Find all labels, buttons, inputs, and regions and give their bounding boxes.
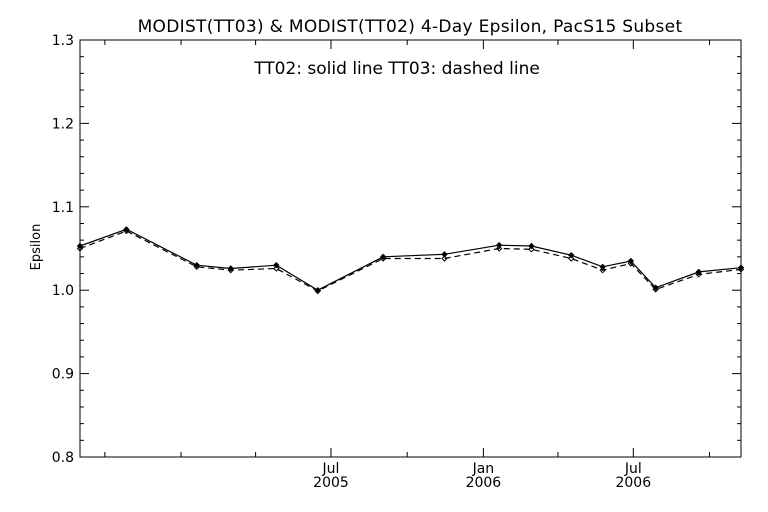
x-tick-year-label: 2005 — [313, 475, 349, 491]
data-point-tt02 — [441, 251, 448, 258]
series-tt02 — [76, 226, 745, 294]
data-point-tt02 — [193, 261, 201, 269]
series-line-tt03 — [79, 230, 742, 292]
data-point-tt03 — [695, 271, 702, 278]
data-point-tt03 — [314, 287, 321, 295]
data-point-tt02 — [273, 261, 280, 269]
series-tt03 — [76, 227, 745, 295]
data-point-tt02 — [495, 241, 503, 249]
data-point-tt02 — [567, 251, 575, 259]
data-point-tt02 — [314, 286, 321, 294]
y-tick-label: 1.0 — [52, 283, 74, 299]
y-tick-label: 1.3 — [52, 33, 74, 49]
data-point-tt03 — [599, 266, 606, 274]
data-point-tt03 — [193, 263, 201, 271]
x-tick-month-label: Jan — [472, 461, 495, 477]
x-tick-month-label: Jul — [624, 461, 642, 477]
data-point-tt03 — [737, 266, 745, 273]
data-point-tt02 — [599, 263, 606, 271]
data-point-tt03 — [76, 245, 84, 252]
chart-title: MODIST(TT03) & MODIST(TT02) 4-Day Epsilo… — [138, 17, 683, 37]
x-tick-month-label: Jul — [322, 461, 340, 477]
x-tick-year-label: 2006 — [615, 475, 651, 491]
data-point-tt03 — [123, 227, 130, 235]
data-point-tt03 — [627, 260, 635, 267]
y-axis-label: Epsilon — [29, 224, 44, 271]
y-tick-label: 0.8 — [52, 450, 74, 466]
data-point-tt02 — [379, 253, 387, 261]
plot-frame — [79, 39, 742, 458]
data-point-tt03 — [495, 245, 503, 252]
y-tick-label: 1.2 — [52, 116, 74, 132]
y-tick-label: 0.9 — [52, 367, 74, 383]
data-point-tt02 — [737, 264, 745, 271]
x-tick-year-label: 2006 — [466, 475, 502, 491]
data-point-tt03 — [567, 255, 575, 262]
data-point-tt03 — [441, 255, 448, 262]
series-layer — [76, 226, 745, 295]
data-point-tt02 — [528, 242, 535, 250]
y-tick-label: 1.1 — [52, 200, 74, 216]
data-point-tt02 — [123, 226, 130, 233]
data-point-tt03 — [528, 246, 535, 253]
data-point-tt03 — [379, 255, 387, 262]
data-point-tt03 — [273, 265, 280, 272]
legend-note: TT02: solid line TT03: dashed line — [253, 59, 540, 79]
data-point-tt03 — [227, 266, 234, 274]
series-line-tt02 — [79, 228, 742, 291]
data-point-tt03 — [652, 286, 659, 293]
